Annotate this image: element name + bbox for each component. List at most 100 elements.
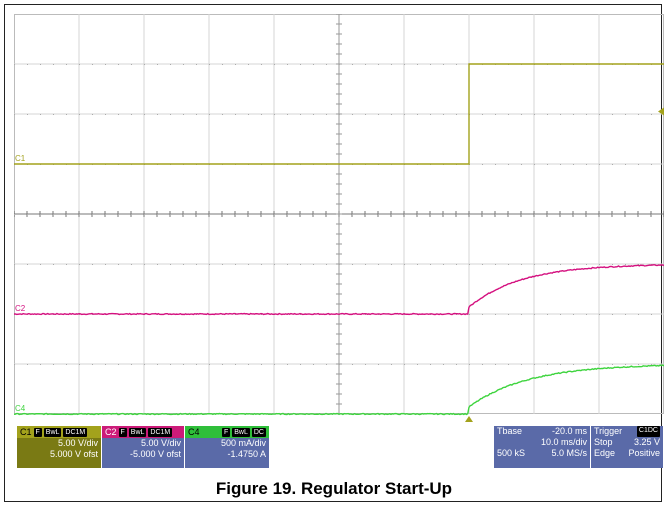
- c1-tag-bwl: BwL: [43, 427, 62, 437]
- grid-dot: [170, 214, 171, 215]
- grid-dot: [430, 64, 431, 65]
- c4-name: C4: [188, 426, 200, 437]
- grid-dot: [79, 364, 80, 365]
- grid-dot: [248, 264, 249, 265]
- grid-dot: [482, 314, 483, 315]
- grid-dot: [287, 114, 288, 115]
- grid-dot: [534, 264, 535, 265]
- grid-dot: [235, 114, 236, 115]
- grid-dot: [235, 64, 236, 65]
- grid-dot: [157, 64, 158, 65]
- grid-dot: [508, 314, 509, 315]
- grid-dot: [274, 364, 275, 365]
- grid-dot: [339, 64, 340, 65]
- grid-dot: [495, 264, 496, 265]
- grid-dot: [534, 114, 535, 115]
- grid-dot: [170, 364, 171, 365]
- grid-dot: [66, 364, 67, 365]
- timebase-info[interactable]: Tbase -20.0 ms 10.0 ms/div 500 kS 5.0 MS…: [494, 426, 590, 468]
- grid-dot: [27, 114, 28, 115]
- grid-dot: [222, 364, 223, 365]
- grid-dot: [625, 314, 626, 315]
- tbase-value: -20.0 ms: [551, 426, 587, 436]
- grid-dot: [456, 64, 457, 65]
- c4-marker: C4: [15, 404, 26, 413]
- channel-2-info[interactable]: C2 F BwL DC1M 5.00 V/div -5.000 V ofst: [102, 426, 184, 468]
- grid-dot: [651, 314, 652, 315]
- grid-dot: [313, 214, 314, 215]
- grid-dot: [40, 64, 41, 65]
- channel-4-info[interactable]: C4 F BwL DC 500 mA/div -1.4750 A: [185, 426, 269, 468]
- grid-dot: [313, 64, 314, 65]
- grid-dot: [170, 114, 171, 115]
- grid-dot: [14, 264, 15, 265]
- grid-dot: [482, 264, 483, 265]
- grid-dot: [391, 264, 392, 265]
- grid-dot: [248, 64, 249, 65]
- grid-dot: [209, 364, 210, 365]
- grid-dot: [300, 114, 301, 115]
- grid-dot: [599, 264, 600, 265]
- grid-dot: [456, 264, 457, 265]
- grid-dot: [118, 364, 119, 365]
- c2-tag-coupling: DC1M: [148, 427, 173, 437]
- grid-dot: [443, 114, 444, 115]
- grid-dot: [157, 264, 158, 265]
- grid-dot: [157, 364, 158, 365]
- grid-dot: [131, 64, 132, 65]
- grid-dot: [248, 364, 249, 365]
- grid-dot: [53, 64, 54, 65]
- grid-dot: [599, 364, 600, 365]
- grid-dot: [27, 64, 28, 65]
- grid-dot: [261, 364, 262, 365]
- grid-dot: [521, 314, 522, 315]
- grid-dot: [521, 164, 522, 165]
- grid-dot: [14, 114, 15, 115]
- channel-1-info[interactable]: C1 F BwL DC1M 5.00 V/div 5.000 V ofst: [17, 426, 101, 468]
- grid-dot: [287, 64, 288, 65]
- grid-dot: [560, 164, 561, 165]
- grid-dot: [79, 114, 80, 115]
- grid-dot: [339, 264, 340, 265]
- grid-dot: [391, 364, 392, 365]
- grid-dot: [27, 364, 28, 365]
- grid-dot: [391, 64, 392, 65]
- grid-dot: [456, 214, 457, 215]
- grid-dot: [14, 364, 15, 365]
- grid-dot: [560, 214, 561, 215]
- c4-offset: -1.4750 A: [227, 449, 266, 459]
- trigger-info[interactable]: Trigger C1DC Stop 3.25 V Edge Positive: [591, 426, 663, 468]
- grid-dot: [170, 64, 171, 65]
- grid-dot: [222, 114, 223, 115]
- grid-dot: [105, 364, 106, 365]
- grid-dot: [599, 314, 600, 315]
- grid-dot: [443, 214, 444, 215]
- grid-dot: [586, 164, 587, 165]
- grid-dot: [612, 314, 613, 315]
- grid-dot: [625, 214, 626, 215]
- grid-dot: [300, 314, 301, 315]
- grid-dot: [131, 264, 132, 265]
- grid-dot: [469, 314, 470, 315]
- c1-marker: C1: [15, 154, 26, 163]
- grid-dot: [404, 64, 405, 65]
- grid-dot: [248, 114, 249, 115]
- grid-dot: [547, 214, 548, 215]
- grid-dot: [378, 364, 379, 365]
- grid-dot: [456, 314, 457, 315]
- grid-dot: [40, 264, 41, 265]
- grid-dot: [352, 214, 353, 215]
- grid-dot: [287, 364, 288, 365]
- grid-dot: [625, 264, 626, 265]
- grid-dot: [144, 114, 145, 115]
- grid-dot: [261, 114, 262, 115]
- grid-dot: [612, 114, 613, 115]
- grid-dot: [443, 364, 444, 365]
- grid-dot: [352, 114, 353, 115]
- grid-dot: [131, 364, 132, 365]
- grid-dot: [92, 114, 93, 115]
- grid-dot: [313, 114, 314, 115]
- grid-dot: [339, 214, 340, 215]
- grid-dot: [638, 264, 639, 265]
- grid-dot: [508, 264, 509, 265]
